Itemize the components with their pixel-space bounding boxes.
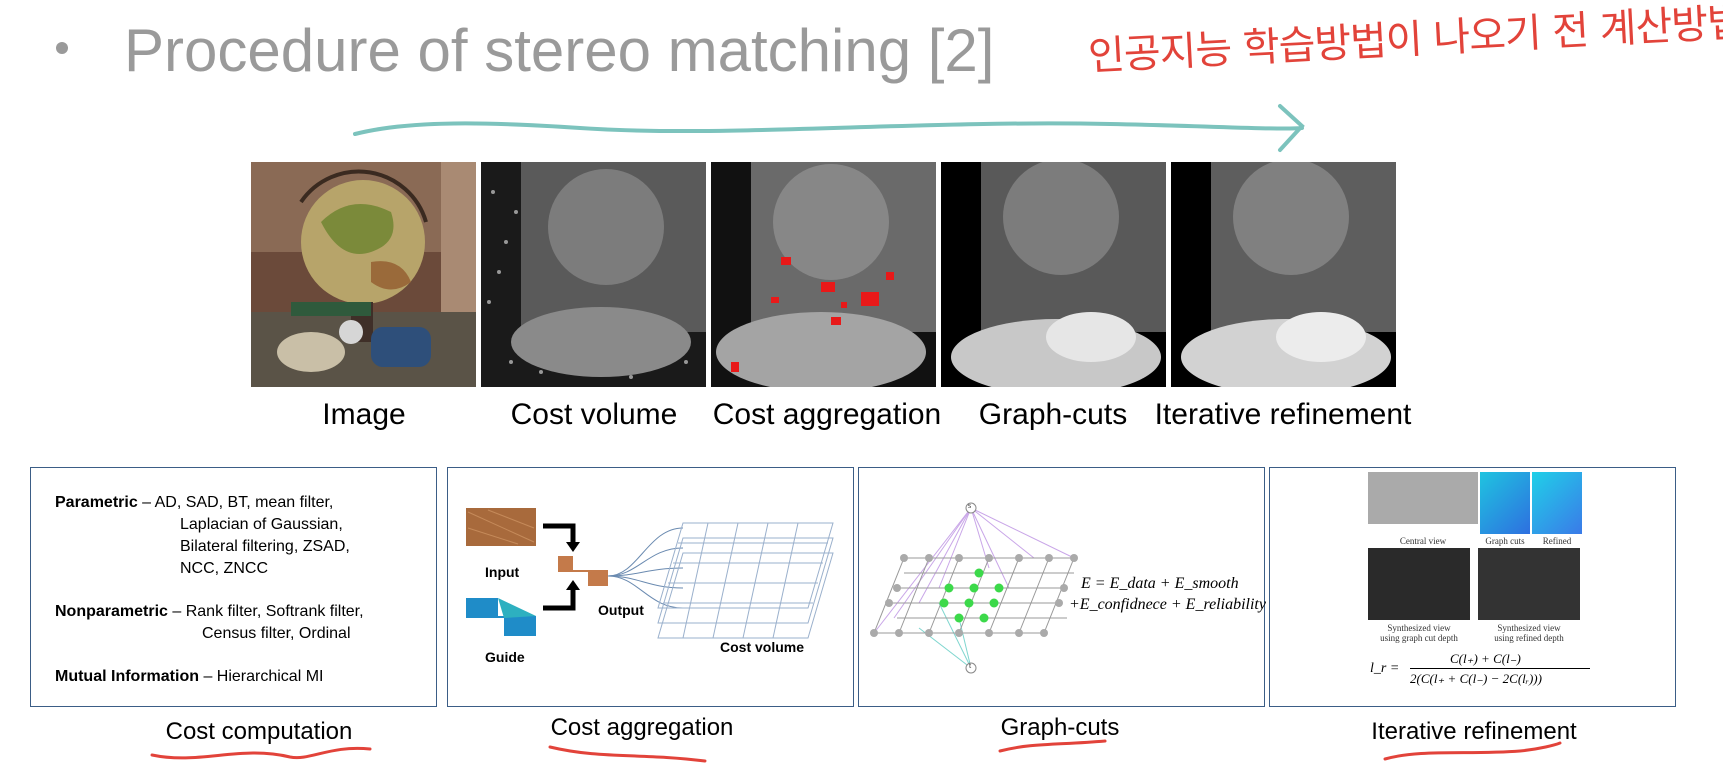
- handwritten-note: 인공지능 학습방법이 나오기 전 계산방법: [1087, 0, 1723, 80]
- cost-volume-label: Cost volume: [720, 639, 805, 655]
- synth-view-refined-thumb: [1478, 548, 1580, 620]
- sink-node-label: t: [969, 661, 972, 670]
- caption-cost-volume: Cost volume: [510, 398, 678, 431]
- title-bullet: [56, 42, 68, 54]
- iterative-refinement-caption: Iterative refinement: [1371, 718, 1577, 745]
- graph-cuts-label: Graph cuts: [1485, 536, 1525, 546]
- input-label: Input: [485, 564, 520, 580]
- graph-cuts-depth-thumb: [1480, 472, 1530, 534]
- nonparametric-item: – Rank filter, Softrank filter,: [172, 603, 364, 620]
- caption-cost-aggregation: Cost aggregation: [712, 398, 942, 431]
- graph-cuts-box: s t E = E_data + E_smooth +E_confidnece …: [858, 467, 1266, 707]
- parametric-label: Parametric: [55, 494, 138, 511]
- caption-graph-cuts: Graph-cuts: [978, 398, 1128, 431]
- process-arrow: [353, 104, 1305, 152]
- cost-computation-box: Parametric – AD, SAD, BT, mean filter, L…: [30, 467, 437, 707]
- cost-computation-caption: Cost computation: [165, 718, 353, 745]
- caption-iterative-refinement: Iterative refinement: [1154, 398, 1412, 431]
- parametric-item: Laplacian of Gaussian,: [180, 516, 343, 533]
- cost-volume-image: [481, 162, 706, 387]
- source-node-label: s: [968, 501, 972, 510]
- energy-equation-line2: +E_confidnece + E_reliability: [1069, 596, 1266, 613]
- red-underlines: [150, 739, 1562, 763]
- iterative-refinement-image: [1171, 162, 1396, 387]
- refined-label: Refined: [1542, 536, 1572, 546]
- mutual-information-label: Mutual Information: [55, 668, 199, 685]
- formula-denominator: 2(C(l₊ + C(l₋) − 2C(lᵣ))): [1410, 671, 1542, 686]
- aggregation-diagram: [466, 508, 834, 639]
- central-view-thumb: [1368, 472, 1478, 524]
- nonparametric-label: Nonparametric: [55, 603, 168, 620]
- iterative-refinement-box: Central view Graph cuts Refined Synthesi…: [1269, 467, 1676, 707]
- formula-numerator: C(l₊) + C(l₋): [1450, 651, 1521, 666]
- input-image-globe: [251, 162, 476, 387]
- formula-fraction-bar: [1410, 668, 1590, 669]
- slide-title: Procedure of stereo matching [2]: [124, 17, 995, 84]
- refined-depth-thumb: [1532, 472, 1582, 534]
- nonparametric-item: Census filter, Ordinal: [202, 625, 351, 642]
- caption-image: Image: [322, 398, 406, 431]
- parametric-item: – AD, SAD, BT, mean filter,: [142, 494, 334, 511]
- cost-aggregation-box: Input Guide Output Cost volume: [447, 467, 854, 707]
- synth-label-2b: using refined depth: [1494, 633, 1564, 643]
- energy-equation-line1: E = E_data + E_smooth: [1081, 575, 1239, 592]
- cost-aggregation-caption: Cost aggregation: [550, 714, 734, 741]
- graph-cuts-diagram: [870, 502, 1078, 674]
- synth-label-1a: Synthesized view: [1387, 623, 1451, 633]
- parametric-item: Bilateral filtering, ZSAD,: [180, 538, 350, 555]
- cost-aggregation-image: [711, 162, 936, 387]
- synth-label-1b: using graph cut depth: [1380, 633, 1458, 643]
- guide-label: Guide: [485, 649, 525, 665]
- graph-cuts-image: [941, 162, 1166, 387]
- mi-item: – Hierarchical MI: [203, 668, 324, 685]
- parametric-item: NCC, ZNCC: [180, 560, 268, 577]
- formula-lhs: l_r =: [1370, 661, 1400, 676]
- synth-label-2a: Synthesized view: [1497, 623, 1561, 633]
- graph-cuts-caption: Graph-cuts: [1000, 714, 1120, 741]
- synth-view-graphcut-thumb: [1368, 548, 1470, 620]
- central-view-label: Central view: [1399, 536, 1447, 546]
- output-label: Output: [598, 602, 644, 618]
